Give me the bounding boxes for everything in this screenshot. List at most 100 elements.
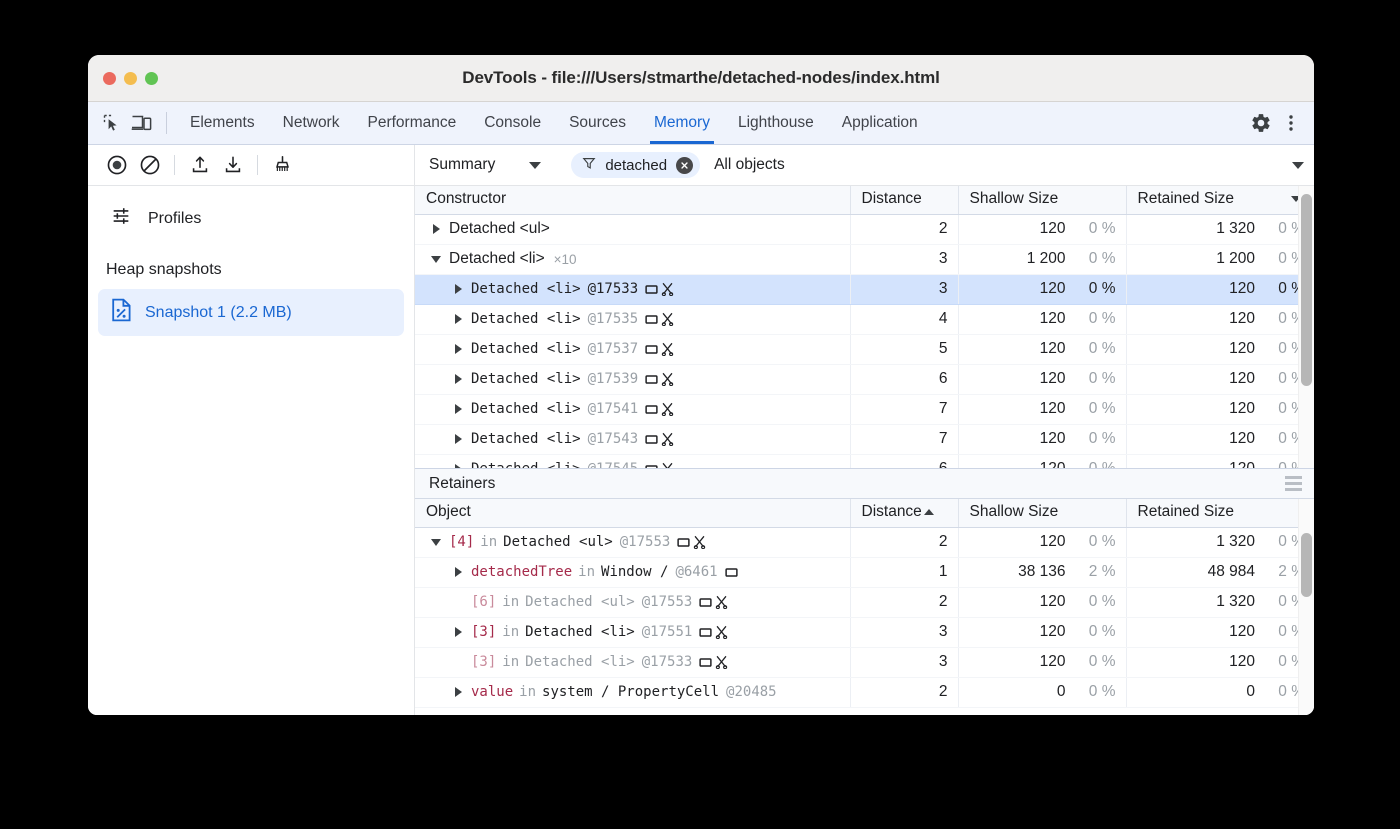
object-cell[interactable]: [6] in Detached <ul> @17553 xyxy=(415,587,851,618)
view-mode-select[interactable]: Summary xyxy=(429,156,547,174)
expand-twisty-closed-icon[interactable] xyxy=(428,224,444,234)
table-row[interactable]: [3] in Detached <li> @17533 3 120 0 % 120 0 % xyxy=(415,647,1314,678)
inspect-element-icon[interactable] xyxy=(97,102,127,144)
constructor-cell[interactable]: Detached <li> @17541 xyxy=(415,394,851,425)
column-header-object[interactable]: Object xyxy=(415,499,851,528)
cell-percent: 0 % xyxy=(1088,653,1116,670)
constructor-cell[interactable]: Detached <li> @17543 xyxy=(415,424,851,455)
tab-application[interactable]: Application xyxy=(828,102,932,144)
constructor-cell[interactable]: Detached <li> ×10 xyxy=(415,244,851,275)
object-cell[interactable]: [3] in Detached <li> @17551 xyxy=(415,617,851,648)
expand-twisty-closed-icon[interactable] xyxy=(450,314,466,324)
table-row[interactable]: Detached <ul> 2 120 0 % 1 320 0 % xyxy=(415,214,1314,245)
cell-value: 1 320 xyxy=(1216,593,1255,610)
tab-lighthouse[interactable]: Lighthouse xyxy=(724,102,828,144)
object-cell[interactable]: value in system / PropertyCell @20485 xyxy=(415,677,851,708)
tab-console[interactable]: Console xyxy=(470,102,555,144)
hamburger-menu-icon[interactable] xyxy=(1285,476,1302,491)
table-row[interactable]: [4] in Detached <ul> @17553 2 120 0 % 1 320 0 % xyxy=(415,527,1314,558)
retainers-scrollbar-track[interactable] xyxy=(1298,499,1314,715)
expand-twisty-closed-icon[interactable] xyxy=(450,404,466,414)
gear-icon[interactable] xyxy=(1246,112,1276,134)
expand-twisty-closed-icon[interactable] xyxy=(450,627,466,637)
object-cell[interactable]: detachedTree in Window / @6461 xyxy=(415,557,851,588)
expand-twisty-closed-icon[interactable] xyxy=(450,344,466,354)
table-row[interactable]: [3] in Detached <li> @17551 3 120 0 % 120 0 % xyxy=(415,617,1314,648)
tab-label: Console xyxy=(484,114,542,131)
cell-value: 120 xyxy=(1039,533,1066,550)
expand-twisty-open-icon[interactable] xyxy=(428,255,444,263)
cell-value: 1 320 xyxy=(1216,220,1255,237)
table-row[interactable]: Detached <li> @17537 5 120 0 % 120 0 % xyxy=(415,334,1314,365)
constructor-cell[interactable]: Detached <li> @17545 xyxy=(415,454,851,468)
table-row[interactable]: Detached <li> @17543 7 120 0 % 120 0 % xyxy=(415,424,1314,455)
cell-value: 5 xyxy=(938,340,948,357)
expand-twisty-closed-icon[interactable] xyxy=(450,687,466,697)
constructor-cell[interactable]: Detached <ul> xyxy=(415,214,851,245)
record-icon[interactable] xyxy=(100,151,133,179)
sidebar-item-profiles[interactable]: Profiles xyxy=(88,198,414,239)
table-row[interactable]: Detached <li> @17541 7 120 0 % 120 0 % xyxy=(415,394,1314,425)
expand-twisty-open-icon[interactable] xyxy=(428,538,444,546)
column-header-constructor[interactable]: Constructor xyxy=(415,186,851,215)
table-row[interactable]: [6] in Detached <ul> @17553 2 120 0 % 1 320 0 % xyxy=(415,587,1314,618)
detached-node-badges xyxy=(645,432,674,446)
tab-sources[interactable]: Sources xyxy=(555,102,640,144)
sidebar-group-title: Heap snapshots xyxy=(106,261,222,278)
table-row[interactable]: Detached <li> @17533 3 120 0 % 120 0 % xyxy=(415,274,1314,305)
cell-percent: 0 % xyxy=(1088,400,1116,417)
expand-twisty-closed-icon[interactable] xyxy=(450,284,466,294)
column-header-retained-size[interactable]: Retained Size xyxy=(1126,499,1314,528)
detached-node-badges xyxy=(645,312,674,326)
clear-filter-icon[interactable] xyxy=(676,156,694,174)
constructor-cell[interactable]: Detached <li> @17533 xyxy=(415,274,851,305)
constructor-cell[interactable]: Detached <li> @17539 xyxy=(415,364,851,395)
table-row[interactable]: detachedTree in Window / @6461 1 38 136 2 % 48 … xyxy=(415,557,1314,588)
load-profile-icon[interactable] xyxy=(183,151,216,179)
expand-twisty-closed-icon[interactable] xyxy=(450,374,466,384)
class-filter-chevron-down-icon[interactable] xyxy=(1292,161,1304,169)
minimize-window-button[interactable] xyxy=(124,71,137,85)
constructor-cell[interactable]: Detached <li> @17535 xyxy=(415,304,851,335)
expand-twisty-closed-icon[interactable] xyxy=(450,464,466,468)
detached-node-badges xyxy=(699,625,728,639)
column-header-distance[interactable]: Distance xyxy=(850,186,959,215)
object-cell[interactable]: [4] in Detached <ul> @17553 xyxy=(415,527,851,558)
more-options-icon[interactable] xyxy=(1276,113,1306,133)
constructor-cell[interactable]: Detached <li> @17537 xyxy=(415,334,851,365)
tab-network[interactable]: Network xyxy=(269,102,354,144)
maximize-window-button[interactable] xyxy=(145,71,158,85)
table-row[interactable]: Detached <li> @17545 6 120 0 % 120 0 % xyxy=(415,454,1314,468)
table-row[interactable]: Detached <li> @17535 4 120 0 % 120 0 % xyxy=(415,304,1314,335)
table-row[interactable]: Detached <li> ×10 3 1 200 0 % 1 200 0 % xyxy=(415,244,1314,275)
device-toolbar-icon[interactable] xyxy=(127,102,157,144)
column-header-distance[interactable]: Distance xyxy=(850,499,959,528)
close-window-button[interactable] xyxy=(103,71,116,85)
collect-garbage-icon[interactable] xyxy=(266,151,299,179)
column-header-shallow-size[interactable]: Shallow Size xyxy=(958,186,1127,215)
clear-icon[interactable] xyxy=(133,151,166,179)
summary-scrollbar-thumb[interactable] xyxy=(1301,194,1312,386)
cell-value: 120 xyxy=(1039,370,1066,387)
retainers-scrollbar-thumb[interactable] xyxy=(1301,533,1312,597)
save-profile-icon[interactable] xyxy=(216,151,249,179)
cell-value: 3 xyxy=(938,280,948,297)
retainer-relation: in xyxy=(502,594,520,610)
table-row[interactable]: Detached <li> @17539 6 120 0 % 120 0 % xyxy=(415,364,1314,395)
filter-chip[interactable]: detached xyxy=(571,152,701,178)
retainer-property-name: value xyxy=(471,684,514,700)
column-header-shallow-size[interactable]: Shallow Size xyxy=(958,499,1127,528)
class-filter-select[interactable]: All objects xyxy=(714,156,785,173)
sidebar-item-snapshot-1[interactable]: Snapshot 1 (2.2 MB) xyxy=(98,289,404,336)
dom-node-icon xyxy=(724,567,738,577)
tab-performance[interactable]: Performance xyxy=(353,102,470,144)
dom-node-icon xyxy=(645,374,658,384)
expand-twisty-closed-icon[interactable] xyxy=(450,567,466,577)
expand-twisty-closed-icon[interactable] xyxy=(450,434,466,444)
tab-elements[interactable]: Elements xyxy=(176,102,269,144)
table-row[interactable]: value in system / PropertyCell @20485 2 0 0 % 0… xyxy=(415,677,1314,708)
object-cell[interactable]: [3] in Detached <li> @17533 xyxy=(415,647,851,678)
column-header-retained-size[interactable]: Retained Size xyxy=(1126,186,1314,215)
heap-snapshot-icon xyxy=(111,298,132,327)
tab-memory[interactable]: Memory xyxy=(640,102,724,144)
